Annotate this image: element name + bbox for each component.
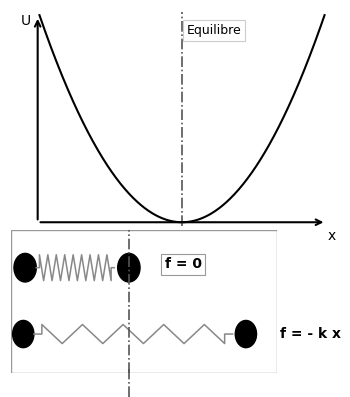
FancyBboxPatch shape [10,230,276,373]
Text: f = 0: f = 0 [165,257,202,271]
Text: x: x [327,229,335,243]
Circle shape [14,253,36,282]
Circle shape [235,320,257,348]
Circle shape [13,320,34,348]
Circle shape [118,253,140,282]
Text: Equilibre: Equilibre [187,24,241,37]
Text: U: U [20,13,30,27]
Text: f = - k x: f = - k x [280,327,342,341]
